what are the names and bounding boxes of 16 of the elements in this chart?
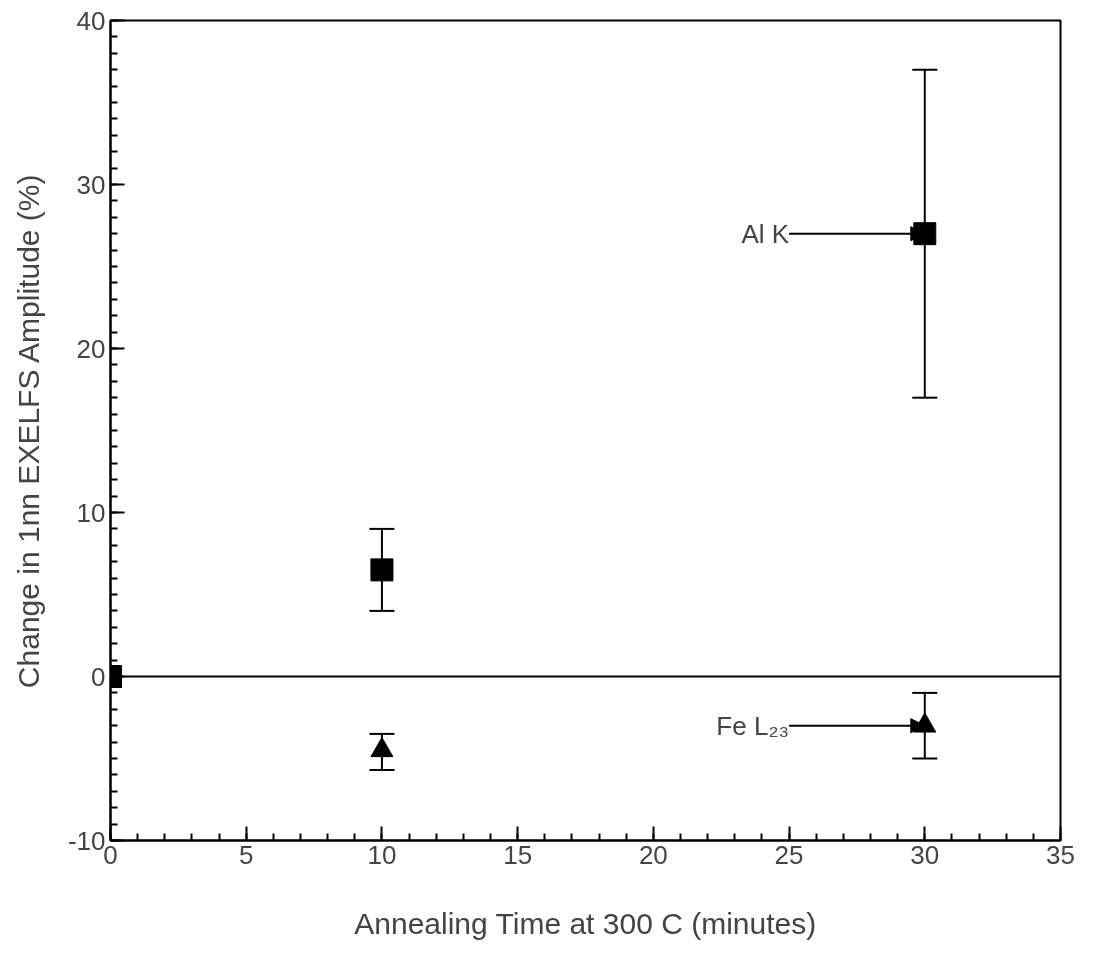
y-tick-label: 10 bbox=[76, 497, 106, 528]
x-tick-label: 35 bbox=[1046, 839, 1075, 870]
x-tick-label: 10 bbox=[367, 839, 397, 870]
y-axis-title: Change in 1nn EXELFS Amplitude (%) bbox=[11, 174, 45, 689]
x-axis-title: Annealing Time at 300 C (minutes) bbox=[354, 906, 817, 940]
x-tick-label: 5 bbox=[238, 839, 254, 870]
x-tick-label: 30 bbox=[910, 839, 940, 870]
y-tick-label: 40 bbox=[76, 5, 106, 36]
y-tick-label: 20 bbox=[76, 333, 106, 364]
annotation: Fe L₂₃ bbox=[716, 710, 790, 741]
y-tick-label: 30 bbox=[76, 169, 106, 200]
y-tick-label: 0 bbox=[91, 661, 106, 692]
x-tick-label: 15 bbox=[503, 839, 533, 870]
x-tick-label: 25 bbox=[774, 839, 804, 870]
annotation: Al K bbox=[741, 218, 790, 249]
x-tick-label: 20 bbox=[638, 839, 668, 870]
